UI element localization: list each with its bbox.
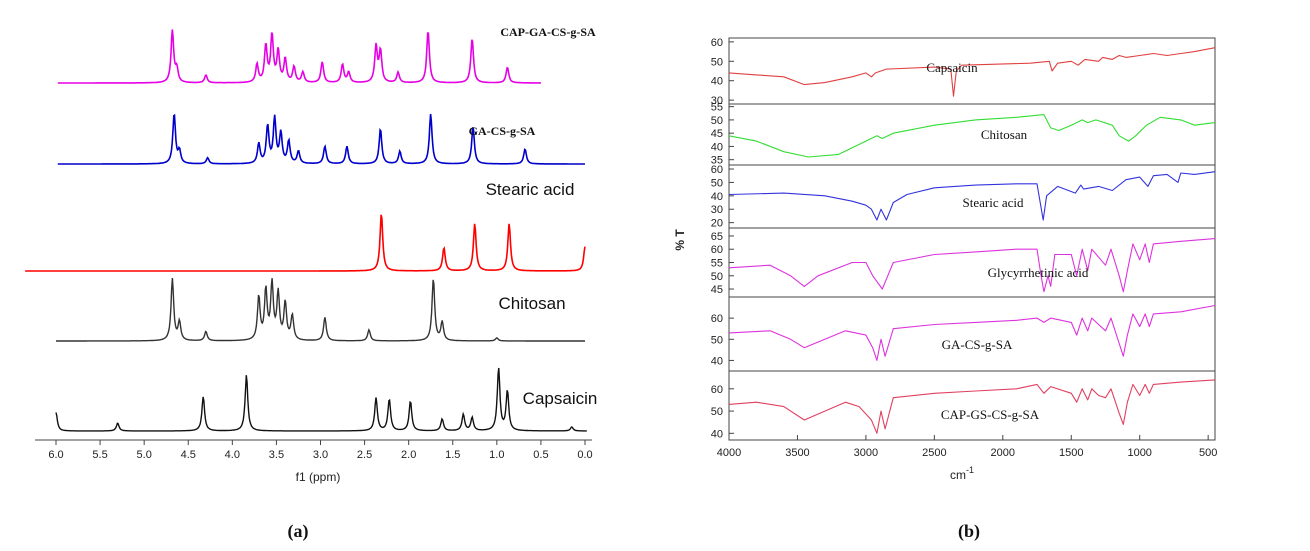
nmr-trace-stearic-acid (25, 214, 586, 272)
ftir-x-tick-label: 3500 (785, 447, 809, 459)
ftir-x-tick-label: 2500 (922, 447, 946, 459)
panel-label-b: (b) (958, 521, 980, 542)
ftir-y-tick-label: 55 (711, 258, 723, 270)
nmr-panel: CAP-GA-CS-g-SA GA-CS-g-SA Stearic acid Chit… (25, 25, 597, 484)
ftir-trace-glycyrrhetinic-acid (728, 238, 1216, 293)
ftir-x-tick-label: 2000 (991, 447, 1015, 459)
ftir-y-tick-label: 50 (711, 406, 723, 418)
ftir-y-tick-label: 65 (711, 231, 723, 243)
nmr-x-tick-label: 6.0 (48, 449, 63, 461)
ftir-y-tick-label: 50 (711, 177, 723, 189)
nmr-trace-cap-ga-cs-g-sa (57, 29, 541, 84)
nmr-x-tick-label: 0.5 (533, 449, 548, 461)
ftir-trace-capsaicin (728, 47, 1216, 97)
ftir-frame-glycyrrhetinic-acid (728, 227, 1216, 298)
ftir-y-tick-label: 45 (711, 128, 723, 140)
nmr-trace-chitosan (56, 277, 585, 342)
nmr-x-tick-label: 4.0 (225, 449, 240, 461)
ftir-x-tick-label: 1000 (1127, 447, 1151, 459)
ftir-y-tick-label: 40 (711, 355, 723, 367)
nmr-x-tick-label: 3.0 (313, 449, 328, 461)
nmr-x-tick-label: 0.0 (577, 449, 592, 461)
ftir-label-glycyrrhetinic-acid: Glycyrrhetinic acid (988, 265, 1089, 280)
ftir-trace-chitosan (728, 114, 1216, 158)
ftir-label-chitosan: Chitosan (981, 127, 1028, 142)
ftir-y-tick-label: 30 (711, 95, 723, 107)
ftir-x-axis-label: cm-1 (950, 465, 974, 482)
nmr-x-tick-label: 5.0 (137, 449, 152, 461)
nmr-x-tick-label: 2.0 (401, 449, 416, 461)
nmr-x-tick-label: 4.5 (181, 449, 196, 461)
nmr-trace-ga-cs-g-sa (57, 113, 585, 165)
ftir-y-tick-label: 30 (711, 204, 723, 216)
ftir-x-tick-label: 4000 (717, 447, 741, 459)
ftir-y-tick-label: 35 (711, 155, 723, 167)
nmr-x-tick-label: 1.0 (489, 449, 504, 461)
nmr-label-chitosan: Chitosan (498, 294, 565, 313)
ftir-y-tick-label: 60 (711, 37, 723, 49)
ftir-y-tick-label: 50 (711, 56, 723, 68)
ftir-y-tick-label: 60 (711, 244, 723, 256)
nmr-x-tick-label: 5.5 (92, 449, 107, 461)
ftir-y-tick-label: 60 (711, 164, 723, 176)
ftir-panel: 6050403055504540356050403020656055504560… (673, 37, 1217, 482)
nmr-trace-capsaicin (55, 367, 587, 432)
ftir-y-tick-label: 40 (711, 76, 723, 88)
ftir-x-axis-label-sup: -1 (966, 465, 974, 475)
ftir-y-tick-label: 40 (711, 191, 723, 203)
nmr-x-tick-label: 2.5 (357, 449, 372, 461)
ftir-y-tick-label: 50 (711, 334, 723, 346)
ftir-y-tick-label: 40 (711, 141, 723, 153)
ftir-x-tick-label: 3000 (854, 447, 878, 459)
ftir-label-cap-gs-cs-g-sa: CAP-GS-CS-g-SA (941, 407, 1040, 422)
ftir-x-tick-label: 1500 (1059, 447, 1083, 459)
ftir-frame-cap-gs-cs-g-sa (728, 370, 1216, 441)
ftir-trace-cap-gs-cs-g-sa (728, 379, 1216, 434)
ftir-y-tick-label: 45 (711, 284, 723, 296)
nmr-x-tick-label: 3.5 (269, 449, 284, 461)
ftir-y-tick-label: 60 (711, 384, 723, 396)
nmr-x-tick-label: 1.5 (445, 449, 460, 461)
ftir-y-tick-label: 60 (711, 313, 723, 325)
ftir-label-capsaicin: Capsaicin (926, 60, 978, 75)
ftir-trace-ga-cs-g-sa (728, 304, 1216, 361)
ftir-y-axis-label: % T (673, 229, 687, 251)
nmr-label-ga-cs-g-sa: GA-CS-g-SA (469, 124, 536, 138)
nmr-label-stearic-acid: Stearic acid (486, 180, 575, 199)
ftir-trace-stearic-acid (728, 171, 1216, 221)
nmr-label-cap-ga-cs-g-sa: CAP-GA-CS-g-SA (500, 25, 596, 39)
ftir-frame-ga-cs-g-sa (728, 296, 1216, 372)
panel-label-a: (a) (288, 521, 309, 542)
ftir-y-tick-label: 50 (711, 115, 723, 127)
ftir-label-stearic-acid: Stearic acid (963, 195, 1024, 210)
nmr-x-axis-label: f1 (ppm) (296, 470, 341, 484)
ftir-y-tick-label: 55 (711, 102, 723, 114)
ftir-label-ga-cs-g-sa: GA-CS-g-SA (942, 337, 1013, 352)
nmr-label-capsaicin: Capsaicin (523, 389, 598, 408)
ftir-y-tick-label: 40 (711, 428, 723, 440)
ftir-y-tick-label: 20 (711, 218, 723, 230)
ftir-x-tick-label: 500 (1199, 447, 1217, 459)
ftir-y-tick-label: 50 (711, 271, 723, 283)
